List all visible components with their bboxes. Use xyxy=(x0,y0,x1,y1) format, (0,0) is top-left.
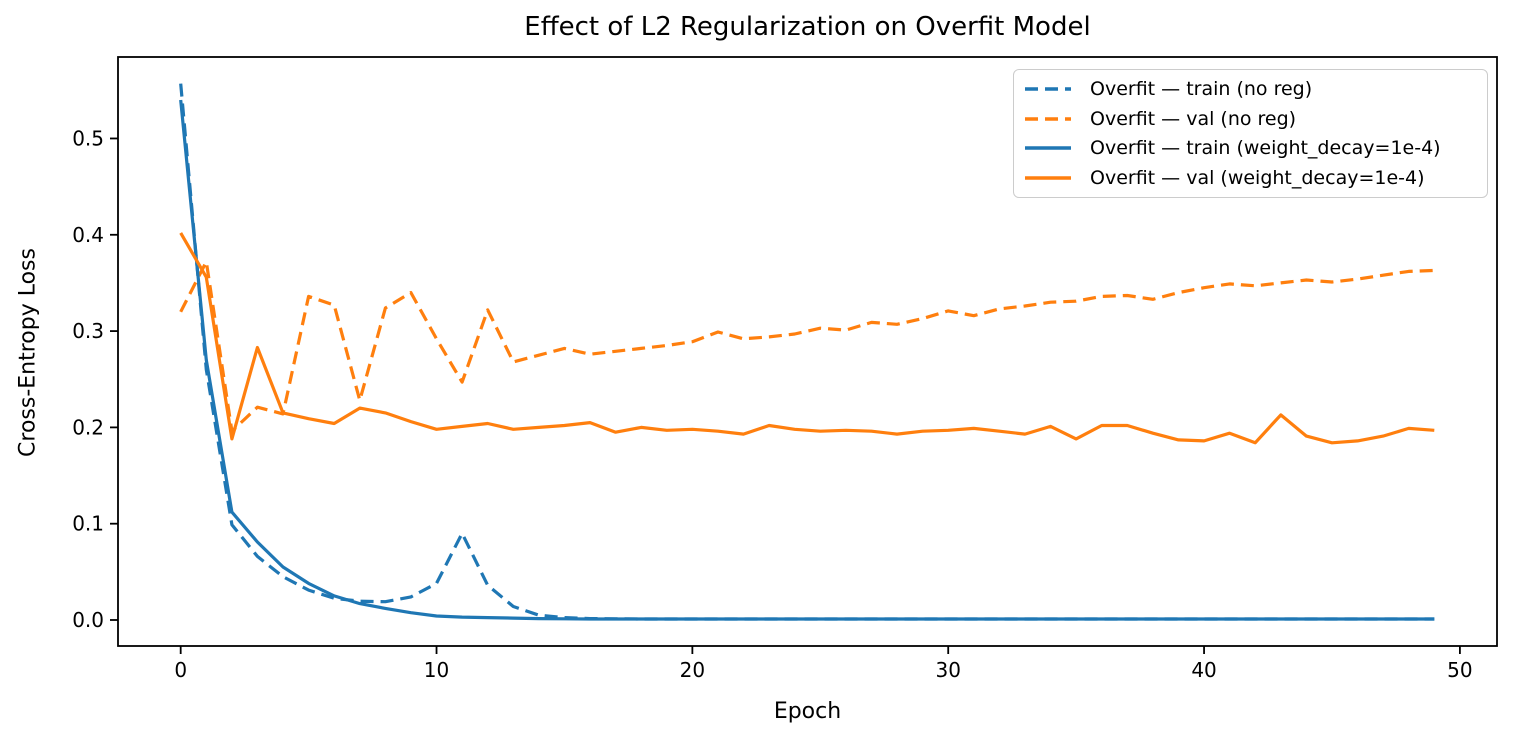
legend-swatch-dashed xyxy=(1025,116,1071,121)
legend-swatch-solid xyxy=(1025,176,1071,180)
x-axis-label: Epoch xyxy=(773,699,842,724)
chart-title: Effect of L2 Regularization on Overfit M… xyxy=(524,12,1091,42)
legend-swatch-dashed xyxy=(1025,87,1071,91)
y-tick-label: 0.0 xyxy=(72,608,104,632)
legend-item: Overfit — train (weight_decay=1e-4) xyxy=(1014,137,1487,159)
legend-label: Overfit — train (weight_decay=1e-4) xyxy=(1090,137,1441,160)
x-tick-label: 30 xyxy=(935,658,960,682)
x-tick-label: 40 xyxy=(1191,658,1216,682)
legend-swatch-solid xyxy=(1025,146,1071,151)
y-tick-label: 0.2 xyxy=(72,415,104,439)
series-dashed-val xyxy=(179,260,1435,433)
legend-label: Overfit — val (no reg) xyxy=(1090,107,1297,130)
x-tick-label: 50 xyxy=(1447,658,1472,682)
x-tick-label: 0 xyxy=(174,658,187,682)
x-tick-label: 20 xyxy=(680,658,705,682)
x-tick-label: 10 xyxy=(424,658,449,682)
legend-item: Overfit — val (no reg) xyxy=(1014,108,1487,130)
legend-item: Overfit — val (weight_decay=1e-4) xyxy=(1014,167,1487,189)
legend-label: Overfit — val (weight_decay=1e-4) xyxy=(1090,167,1425,190)
series-solid-val xyxy=(179,232,1435,445)
axes-spines xyxy=(117,56,1498,647)
legend-label: Overfit — train (no reg) xyxy=(1090,77,1313,100)
y-tick-label: 0.5 xyxy=(72,126,104,150)
y-tick-label: 0.3 xyxy=(72,319,104,343)
legend-item: Overfit — train (no reg) xyxy=(1014,78,1487,100)
y-tick-label: 0.1 xyxy=(72,512,104,536)
legend: Overfit — train (no reg) Overfit — val (n… xyxy=(1013,69,1488,198)
y-tick-label: 0.4 xyxy=(72,223,104,247)
series-solid-train xyxy=(179,99,1435,621)
